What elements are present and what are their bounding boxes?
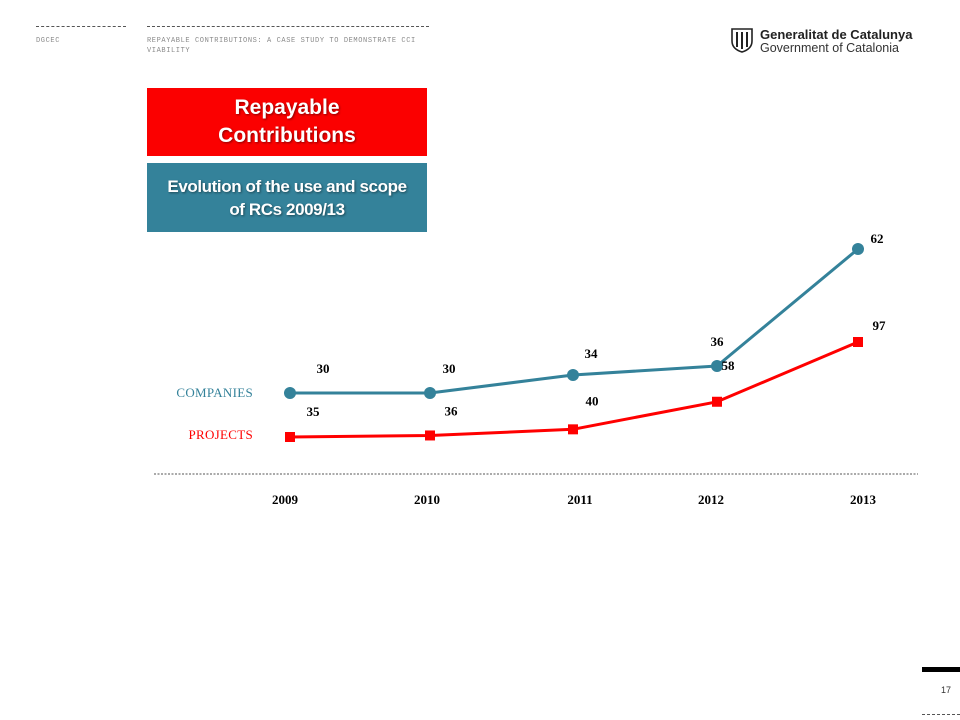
legend-projects: PROJECTS: [188, 427, 253, 442]
logo-line-2: Government of Catalonia: [760, 41, 899, 55]
data-label-companies-2009: 30: [317, 361, 330, 376]
page-number: 17: [941, 685, 952, 695]
data-label-companies-2011: 34: [585, 346, 599, 361]
header-rule-left: [36, 26, 126, 27]
data-label-projects-2009: 35: [307, 404, 321, 419]
logo-line-1: Generalitat de Catalunya: [760, 27, 913, 42]
header-document-title: REPAYABLE CONTRIBUTIONS: A CASE STUDY TO…: [147, 37, 416, 55]
subtitle-text: Evolution of the use and scope of RCs 20…: [167, 176, 407, 219]
x-tick-label-2010: 2010: [414, 492, 440, 507]
title-box: Repayable Contributions: [147, 88, 427, 156]
data-label-companies-2012: 36: [711, 334, 725, 349]
data-point-projects-2013: [853, 337, 863, 347]
data-point-projects-2011: [568, 424, 578, 435]
generalitat-logo: Generalitat de Catalunya Government of C…: [730, 27, 930, 57]
data-label-companies-2013: 62: [871, 231, 884, 246]
data-point-companies-2010: [424, 387, 436, 399]
data-point-companies-2013: [852, 243, 864, 255]
data-label-projects-2011: 40: [586, 393, 599, 408]
data-label-projects-2013: 97: [873, 318, 887, 333]
data-label-projects-2010: 36: [445, 403, 459, 418]
footer-rule: [922, 714, 960, 715]
legend-companies: COMPANIES: [176, 385, 253, 400]
coat-of-arms-icon: [731, 28, 753, 53]
data-label-projects-2012: 58: [722, 358, 736, 373]
subtitle-box: Evolution of the use and scope of RCs 20…: [147, 163, 427, 232]
data-point-companies-2009: [284, 387, 296, 399]
data-point-projects-2012: [712, 396, 722, 407]
data-point-companies-2011: [567, 369, 579, 381]
data-point-projects-2009: [285, 432, 295, 442]
header-rule-right: [147, 26, 429, 27]
header-left-label: DGCEC: [36, 37, 61, 45]
x-tick-label-2013: 2013: [850, 492, 877, 507]
data-label-companies-2010: 30: [443, 361, 456, 376]
data-point-companies-2012: [711, 360, 723, 372]
data-point-projects-2010: [425, 430, 435, 441]
x-tick-label-2012: 2012: [698, 492, 724, 507]
page-number-bar: [922, 667, 960, 672]
x-tick-label-2011: 2011: [567, 492, 592, 507]
x-tick-label-2009: 2009: [272, 492, 299, 507]
title-text: Repayable Contributions: [218, 96, 356, 147]
series-line-projects: [289, 340, 859, 439]
